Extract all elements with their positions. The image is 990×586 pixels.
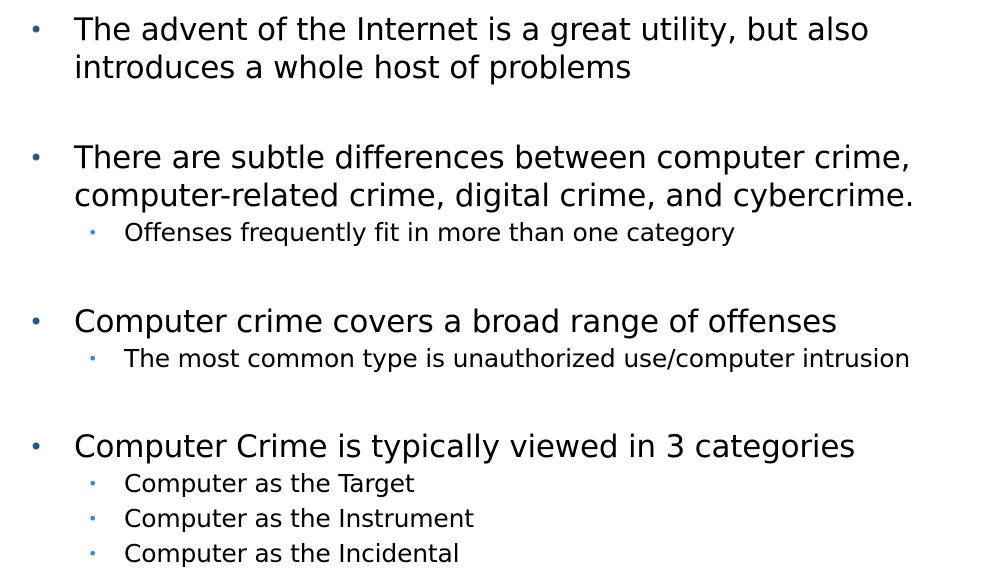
- bullet-text: Computer Crime is typically viewed in 3 …: [74, 429, 856, 465]
- sub-bullet-icon: •: [88, 474, 98, 493]
- sub-bullet-text: Computer as the Incidental: [124, 539, 460, 568]
- bullet-line-continued: computer-related crime, digital crime, a…: [0, 177, 990, 215]
- bullet-text: Computer crime covers a broad range of o…: [74, 304, 837, 340]
- sub-bullet-list: • The most common type is unauthorized u…: [0, 341, 990, 376]
- sub-bullet-icon: •: [88, 223, 98, 242]
- sub-bullet-list: • Offenses frequently fit in more than o…: [0, 215, 990, 250]
- sub-bullet-list: • Computer as the Target • Computer as t…: [0, 466, 990, 571]
- sub-bullet-icon: •: [88, 544, 98, 563]
- bullet-text: The advent of the Internet is a great ut…: [74, 12, 869, 48]
- bullet-line: • There are subtle differences between c…: [0, 139, 990, 177]
- sub-bullet-text: The most common type is unauthorized use…: [124, 344, 910, 373]
- sub-bullet-item: • Computer as the Incidental: [0, 536, 990, 571]
- bullet-text: There are subtle differences between com…: [74, 140, 911, 176]
- bullet-text: computer-related crime, digital crime, a…: [74, 178, 915, 214]
- bullet-text: introduces a whole host of problems: [74, 50, 632, 86]
- bullet-item-internet: • The advent of the Internet is a great …: [0, 11, 990, 87]
- sub-bullet-icon: •: [88, 349, 98, 368]
- bullet-icon: •: [29, 433, 43, 461]
- bullet-item-differences: • There are subtle differences between c…: [0, 139, 990, 250]
- sub-bullet-item: • Offenses frequently fit in more than o…: [0, 215, 990, 250]
- sub-bullet-item: • Computer as the Target: [0, 466, 990, 501]
- bullet-icon: •: [29, 308, 43, 336]
- sub-bullet-text: Computer as the Instrument: [124, 504, 474, 533]
- bullet-icon: •: [29, 16, 43, 44]
- bullet-item-broad-range: • Computer crime covers a broad range of…: [0, 303, 990, 376]
- sub-bullet-text: Offenses frequently fit in more than one…: [124, 218, 736, 247]
- sub-bullet-item: • The most common type is unauthorized u…: [0, 341, 990, 376]
- sub-bullet-icon: •: [88, 509, 98, 528]
- sub-bullet-text: Computer as the Target: [124, 469, 415, 498]
- bullet-line-continued: introduces a whole host of problems: [0, 49, 990, 87]
- bullet-line: • Computer crime covers a broad range of…: [0, 303, 990, 341]
- bullet-line: • The advent of the Internet is a great …: [0, 11, 990, 49]
- bullet-icon: •: [29, 144, 43, 172]
- bullet-line: • Computer Crime is typically viewed in …: [0, 428, 990, 466]
- sub-bullet-item: • Computer as the Instrument: [0, 501, 990, 536]
- bullet-item-categories: • Computer Crime is typically viewed in …: [0, 428, 990, 571]
